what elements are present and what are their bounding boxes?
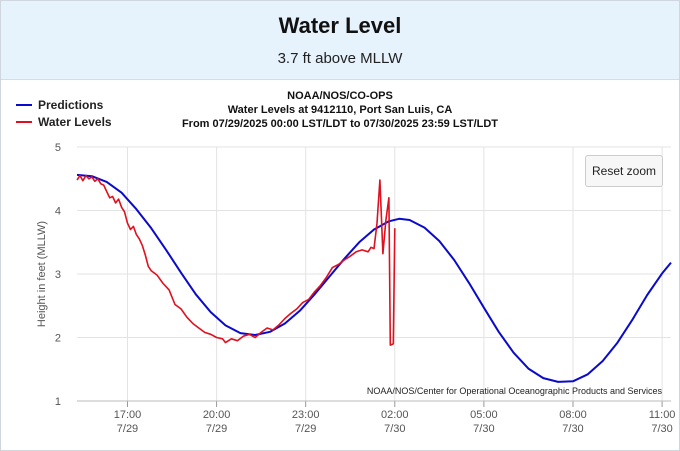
x-tick-label-date: 7/29 xyxy=(206,423,227,435)
legend-label-predictions: Predictions xyxy=(38,97,104,112)
chart-title-line-2: Water Levels at 9412110, Port San Luis, … xyxy=(227,104,453,116)
page-title: Water Level xyxy=(278,13,402,38)
chart-legend: Predictions Water Levels xyxy=(16,96,112,130)
legend-label-water-levels: Water Levels xyxy=(38,114,112,129)
y-tick-label: 3 xyxy=(55,269,61,281)
x-tick-label-time: 05:00 xyxy=(470,409,498,421)
chart-title: NOAA/NOS/CO-OPS Water Levels at 9412110,… xyxy=(150,89,530,131)
reset-zoom-button[interactable]: Reset zoom xyxy=(585,155,663,187)
chart-credits: NOAA/NOS/Center for Operational Oceanogr… xyxy=(366,386,662,396)
y-tick-label: 5 xyxy=(55,142,61,154)
x-tick-label-date: 7/29 xyxy=(117,423,138,435)
chart-title-line-3: From 07/29/2025 00:00 LST/LDT to 07/30/2… xyxy=(181,118,499,130)
x-tick-label-date: 7/30 xyxy=(651,423,672,435)
x-tick-label-date: 7/29 xyxy=(295,423,316,435)
current-level-subtitle: 3.7 ft above MLLW xyxy=(277,50,403,67)
y-tick-label: 2 xyxy=(55,333,61,345)
x-tick-label-time: 08:00 xyxy=(559,409,587,421)
y-tick-label: 4 xyxy=(55,206,61,218)
x-tick-label-date: 7/30 xyxy=(384,423,405,435)
x-tick-label-date: 7/30 xyxy=(562,423,583,435)
series-line-predictions xyxy=(76,173,672,383)
chart-title-line-1: NOAA/NOS/CO-OPS xyxy=(287,90,393,102)
x-tick-label-time: 11:00 xyxy=(649,409,676,421)
x-tick-label-date: 7/30 xyxy=(473,423,494,435)
header-banner: Water Level 3.7 ft above MLLW xyxy=(1,1,679,80)
x-tick-label-time: 02:00 xyxy=(381,409,409,421)
x-tick-label-time: 23:00 xyxy=(292,409,320,421)
x-tick-label-time: 17:00 xyxy=(114,409,142,421)
y-tick-label: 1 xyxy=(55,396,61,408)
legend-item-predictions[interactable]: Predictions xyxy=(16,96,112,113)
legend-swatch-water-levels xyxy=(16,120,32,123)
x-tick-label-time: 20:00 xyxy=(203,409,231,421)
legend-swatch-predictions xyxy=(16,103,32,106)
y-axis-title: Height in feet (MLLW) xyxy=(36,221,48,327)
series-line-water-levels xyxy=(76,174,396,346)
legend-item-water-levels[interactable]: Water Levels xyxy=(16,113,112,130)
